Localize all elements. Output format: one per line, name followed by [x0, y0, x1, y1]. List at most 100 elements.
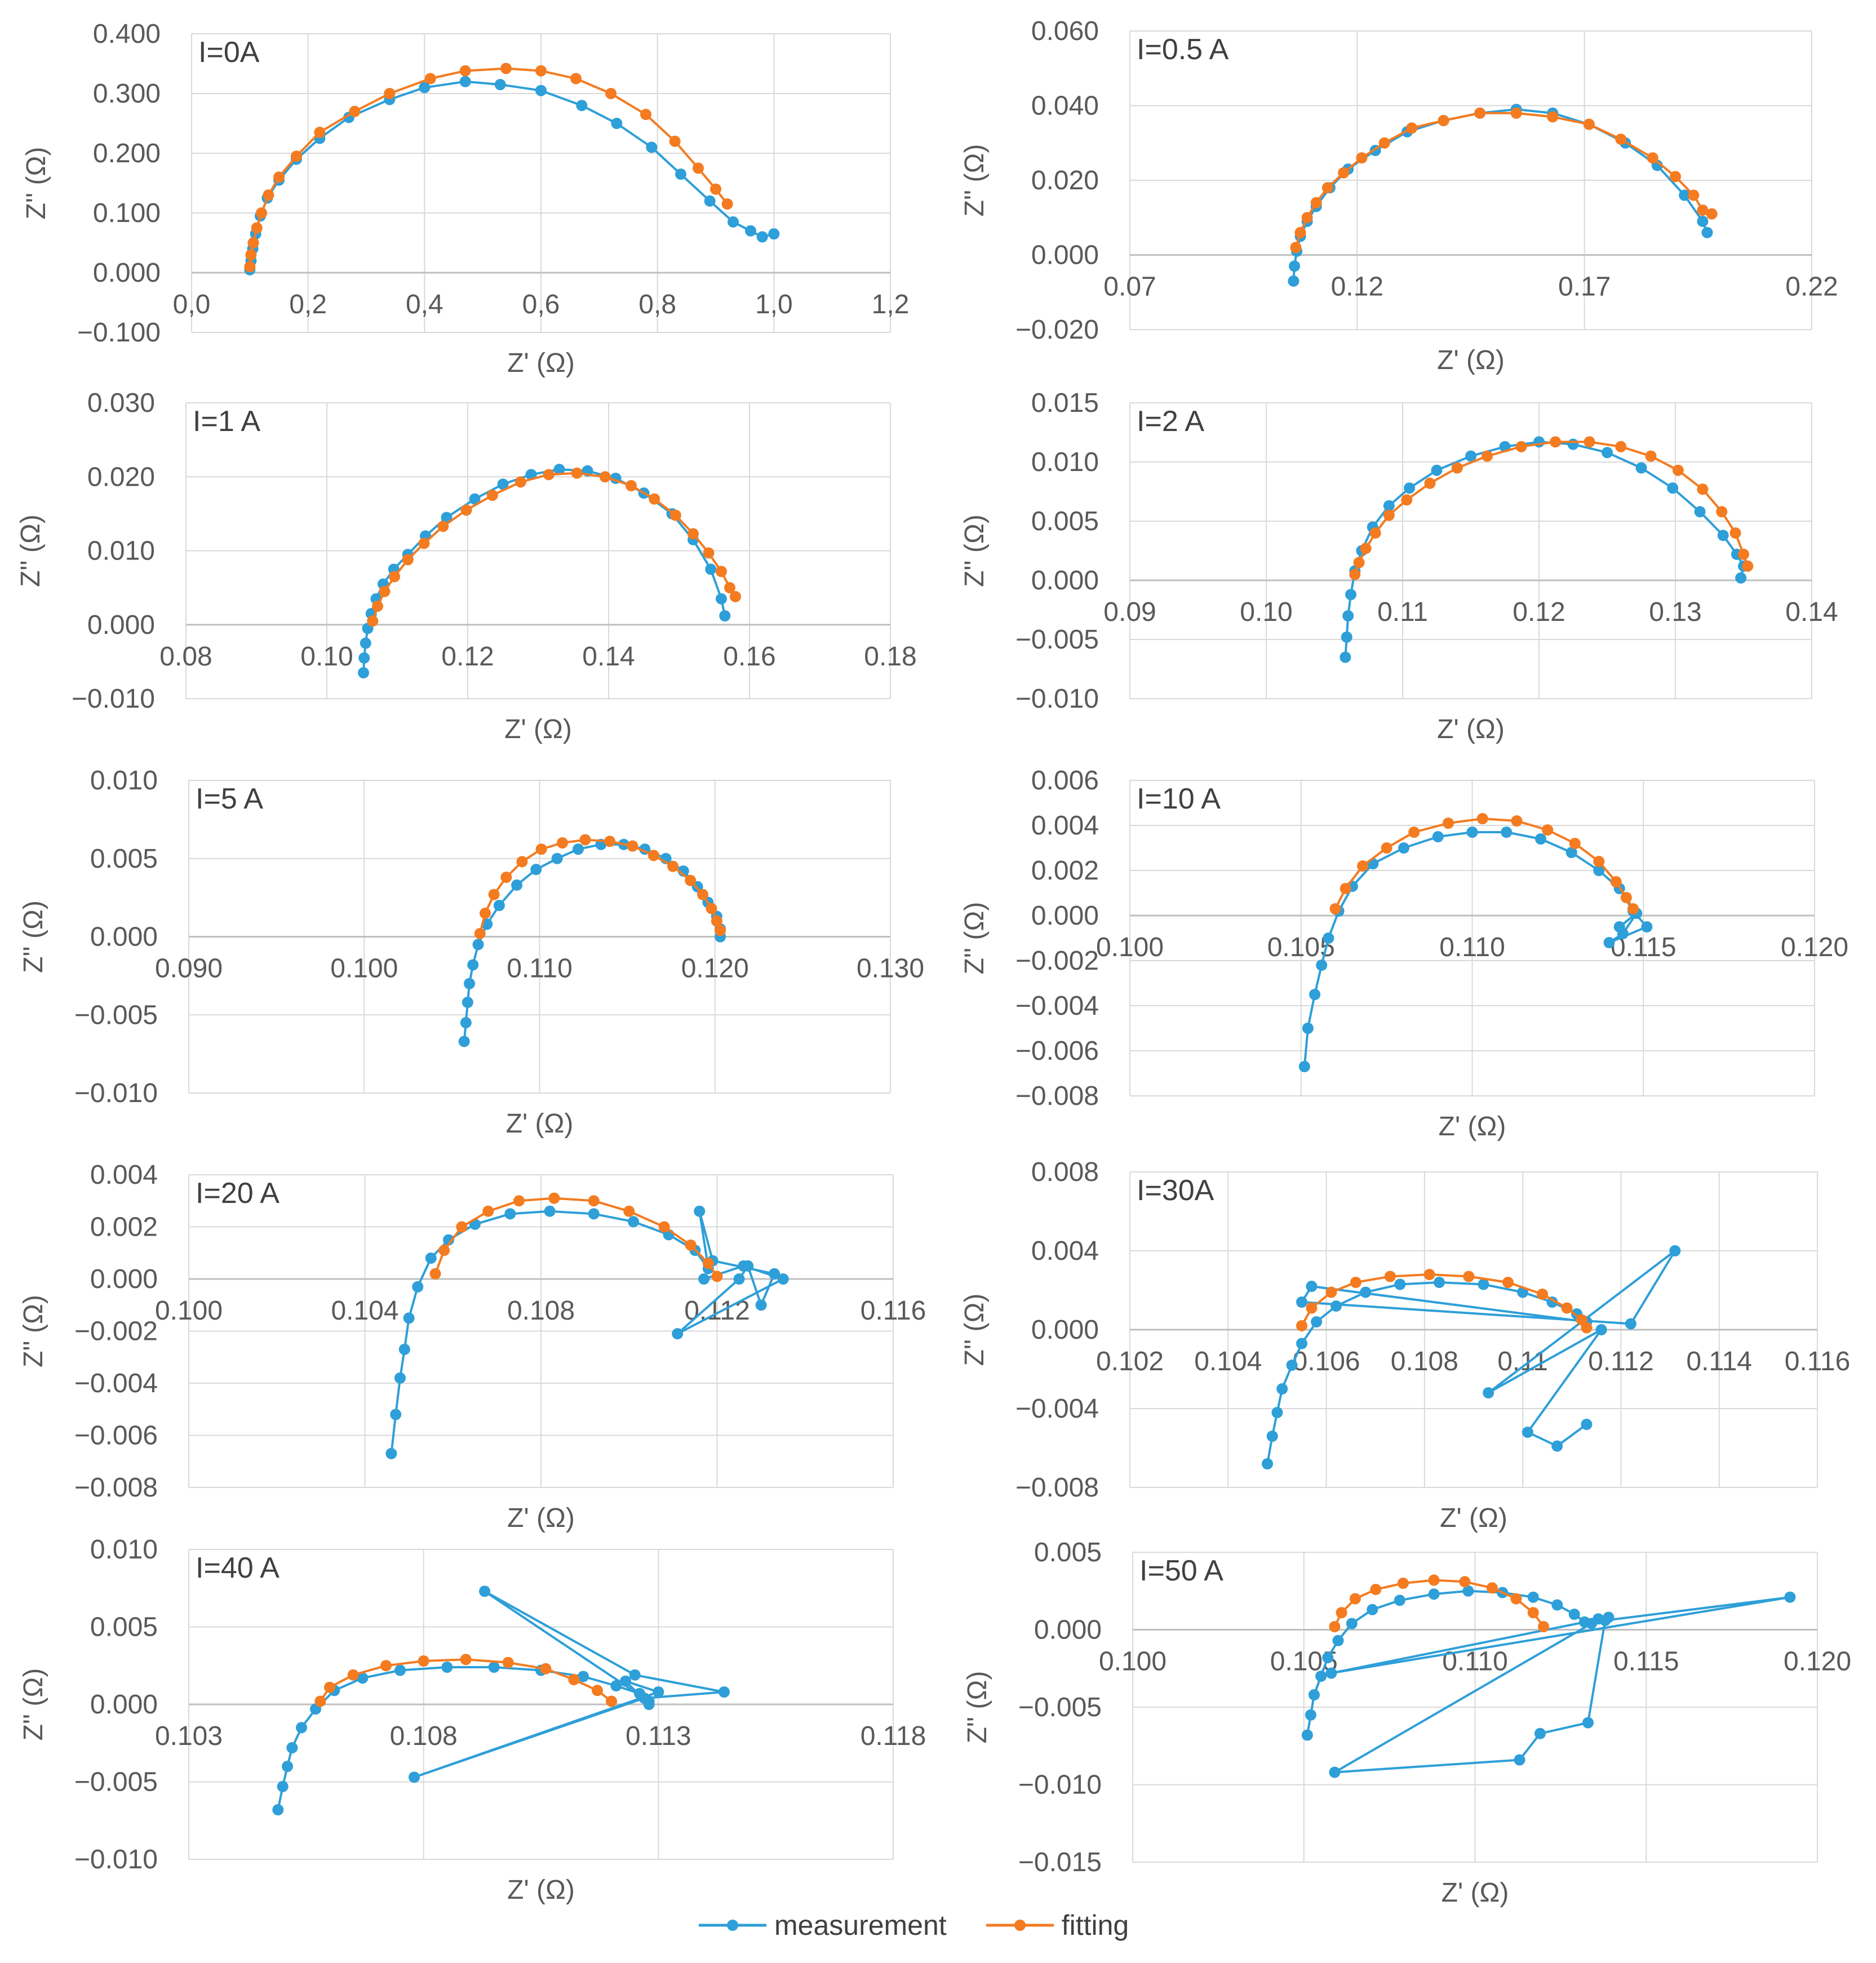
data-point-measurement [1567, 438, 1579, 450]
y-axis-title: Z'' (Ω) [960, 1294, 990, 1366]
data-point-fitting [669, 509, 681, 521]
data-point-measurement [1694, 506, 1706, 518]
data-point-fitting [245, 249, 257, 261]
data-point-fitting [1397, 1578, 1409, 1589]
legend-label-fitting: fitting [1061, 1909, 1129, 1941]
data-point-fitting [1459, 1576, 1471, 1588]
series-line-measurement [249, 80, 774, 270]
data-point-fitting [1423, 1269, 1435, 1280]
data-point-measurement [1434, 1277, 1445, 1288]
data-point-fitting [367, 615, 379, 627]
data-point-fitting [1593, 856, 1605, 867]
data-point-fitting [626, 480, 637, 491]
data-point-measurement [394, 1664, 406, 1676]
data-point-fitting [1584, 436, 1595, 448]
data-point-fitting [500, 872, 512, 883]
data-point-fitting [570, 73, 582, 85]
x-tick-label: 0.116 [861, 1296, 926, 1326]
data-point-measurement [442, 1234, 454, 1246]
data-point-fitting [649, 493, 660, 505]
data-point-fitting [502, 1656, 514, 1668]
data-point-measurement [1302, 1023, 1314, 1034]
x-tick-label: 0.17 [1558, 272, 1611, 302]
data-point-fitting [482, 1205, 494, 1217]
data-point-measurement [768, 228, 780, 240]
data-point-fitting [456, 1221, 468, 1233]
panel-title: I=10 A [1137, 783, 1221, 815]
data-point-fitting [1697, 205, 1709, 216]
data-point-fitting [347, 1669, 359, 1681]
data-point-measurement [1325, 1667, 1337, 1679]
data-point-measurement [698, 1273, 710, 1285]
data-point-measurement [1599, 1615, 1611, 1626]
data-point-measurement [1635, 462, 1647, 474]
data-point-measurement [493, 900, 505, 911]
x-tick-label: 0.12 [1513, 597, 1565, 627]
data-point-fitting [402, 554, 414, 566]
data-point-fitting [1401, 494, 1413, 506]
data-point-measurement [1262, 1458, 1273, 1469]
data-point-fitting [1647, 152, 1658, 164]
data-point-measurement [282, 1761, 293, 1772]
data-point-measurement [1308, 1689, 1320, 1700]
data-point-fitting [540, 1663, 552, 1675]
data-point-fitting [460, 504, 472, 516]
y-tick-label: 0.000 [87, 610, 155, 640]
data-point-measurement [357, 1672, 369, 1684]
panel-title: I=50 A [1139, 1555, 1223, 1587]
data-point-measurement [629, 1669, 641, 1681]
y-tick-label: −0.008 [1015, 1081, 1099, 1111]
data-point-measurement [535, 85, 547, 96]
data-point-measurement [1582, 1717, 1594, 1729]
data-point-fitting [647, 850, 659, 861]
data-point-measurement [1535, 833, 1546, 845]
y-tick-label: −0.006 [1015, 1036, 1099, 1066]
data-point-measurement [394, 1372, 406, 1384]
y-tick-label: −0.004 [1015, 1394, 1099, 1424]
y-tick-label: 0.000 [1031, 901, 1099, 931]
data-point-fitting [291, 150, 302, 162]
data-point-fitting [1527, 1607, 1539, 1619]
data-point-fitting [256, 207, 267, 219]
data-point-measurement [756, 231, 768, 243]
x-tick-label: 0.09 [1103, 597, 1156, 627]
data-point-measurement [1394, 1595, 1405, 1606]
y-tick-label: 0.040 [1031, 91, 1099, 121]
data-point-measurement [286, 1742, 298, 1753]
legend-item-fitting: fitting [986, 1909, 1129, 1942]
data-point-measurement [1394, 1278, 1406, 1290]
y-tick-label: 0.400 [93, 19, 161, 49]
y-tick-label: 0.300 [93, 79, 161, 109]
x-tick-label: 0.108 [1391, 1347, 1458, 1376]
data-point-measurement [1784, 1591, 1796, 1603]
data-point-fitting [1569, 838, 1581, 849]
data-point-fitting [1321, 182, 1333, 194]
data-point-fitting [1381, 842, 1392, 854]
data-point-fitting [568, 1674, 580, 1685]
y-tick-label: 0.006 [1031, 766, 1099, 796]
x-tick-label: 0.10 [1240, 597, 1292, 627]
y-tick-label: −0.004 [74, 1369, 158, 1398]
data-point-measurement [409, 1771, 420, 1783]
y-tick-label: 0.200 [93, 139, 161, 168]
data-point-measurement [1398, 842, 1409, 854]
y-tick-label: −0.005 [74, 1000, 158, 1030]
y-tick-label: 0.000 [90, 922, 158, 952]
data-point-fitting [604, 836, 615, 847]
data-point-fitting [1329, 1621, 1341, 1632]
data-point-fitting [1511, 815, 1523, 827]
data-point-fitting [1515, 441, 1527, 452]
x-tick-label: 0.14 [1785, 597, 1838, 627]
x-tick-label: 0.16 [723, 642, 775, 672]
data-point-fitting [721, 198, 733, 210]
y-tick-label: 0.000 [90, 1264, 158, 1294]
data-point-measurement [441, 1662, 453, 1673]
x-tick-label: 0.14 [582, 642, 635, 672]
y-axis-title: Z'' (Ω) [16, 514, 46, 587]
data-point-measurement [769, 1268, 780, 1280]
data-point-fitting [1561, 1302, 1573, 1314]
x-tick-label: 0.100 [1099, 1647, 1167, 1677]
data-point-fitting [1336, 1607, 1347, 1619]
data-point-measurement [1331, 1300, 1342, 1312]
data-point-measurement [755, 1299, 767, 1311]
